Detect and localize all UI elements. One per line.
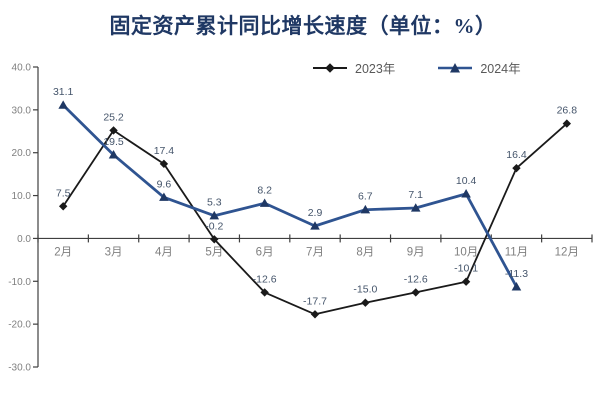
data-label: 26.8 [557, 105, 578, 117]
y-tick-label: 20.0 [12, 148, 32, 159]
data-label: 16.4 [506, 149, 527, 161]
data-label: 7.1 [408, 189, 423, 201]
series-line-1 [62, 104, 518, 288]
diamond-marker [260, 288, 269, 297]
x-tick-label: 8月 [356, 246, 374, 258]
triangle-marker [159, 192, 169, 201]
triangle-marker [511, 282, 522, 291]
y-tick-label: -30.0 [8, 363, 31, 374]
y-tick-label: -10.0 [8, 277, 31, 288]
x-tick-label: 5月 [205, 246, 223, 258]
diamond-marker [461, 277, 471, 286]
diamond-marker [210, 235, 219, 244]
y-tick-label: 30.0 [12, 105, 32, 116]
data-label: 19.5 [103, 136, 124, 148]
data-label: -12.6 [253, 273, 277, 285]
triangle-line-marker-icon [438, 62, 473, 72]
x-tick-label: 11月 [505, 246, 528, 258]
diamond-marker [310, 310, 320, 319]
data-label: 25.2 [103, 111, 124, 123]
data-label: -15.0 [353, 284, 377, 296]
x-tick-label: 12月 [555, 246, 579, 258]
data-label: -0.2 [205, 220, 223, 232]
triangle-marker [58, 100, 68, 109]
diamond-marker [58, 202, 68, 211]
data-label: 7.5 [56, 187, 71, 199]
data-label: 31.1 [53, 86, 74, 98]
diamond-line-marker-icon [313, 62, 347, 73]
y-tick-label: 0.0 [17, 234, 31, 245]
x-tick-label: 2月 [54, 246, 72, 258]
triangle-marker [209, 210, 220, 220]
y-tick-label: -20.0 [8, 320, 31, 331]
chart-title: 固定资产累计同比增长速度（单位：%） [109, 14, 497, 38]
data-label: 5.3 [207, 197, 222, 209]
data-label: 10.4 [456, 175, 477, 187]
data-label: 6.7 [358, 191, 373, 203]
data-label: 9.6 [157, 178, 172, 190]
triangle-marker [310, 221, 320, 230]
data-label: -10.1 [454, 263, 478, 275]
y-tick-label: 10.0 [12, 191, 32, 202]
data-label: 8.2 [257, 184, 272, 196]
triangle-marker [410, 203, 421, 212]
diamond-marker [109, 126, 118, 135]
diamond-marker [159, 159, 169, 169]
legend-2024-label: 2024年 [480, 62, 521, 76]
data-label: -12.6 [404, 273, 428, 285]
x-tick-label: 3月 [105, 246, 123, 258]
legend-item-2023: 2023年 [312, 58, 395, 77]
legend-item-2024: 2024年 [437, 58, 521, 77]
diamond-marker [512, 163, 521, 173]
data-label: -17.7 [303, 295, 327, 307]
data-label: -11.3 [505, 268, 528, 280]
x-tick-label: 4月 [155, 246, 173, 258]
triangle-marker [360, 204, 371, 214]
diamond-marker [361, 298, 370, 307]
triangle-marker [108, 150, 119, 159]
diamond-marker [411, 288, 420, 297]
x-tick-label: 9月 [407, 246, 425, 258]
triangle-marker [461, 189, 471, 198]
x-tick-label: 7月 [306, 246, 324, 258]
data-label: 2.9 [308, 207, 323, 219]
x-tick-label: 6月 [256, 246, 274, 258]
legend-2023-label: 2023年 [355, 62, 396, 76]
x-tick-label: 10月 [454, 246, 478, 258]
y-tick-label: 40.0 [12, 63, 32, 74]
chart-legend: 2023年 2024年 [312, 58, 521, 77]
triangle-marker [259, 198, 270, 207]
diamond-marker [562, 119, 572, 128]
data-label: 17.4 [154, 145, 175, 157]
